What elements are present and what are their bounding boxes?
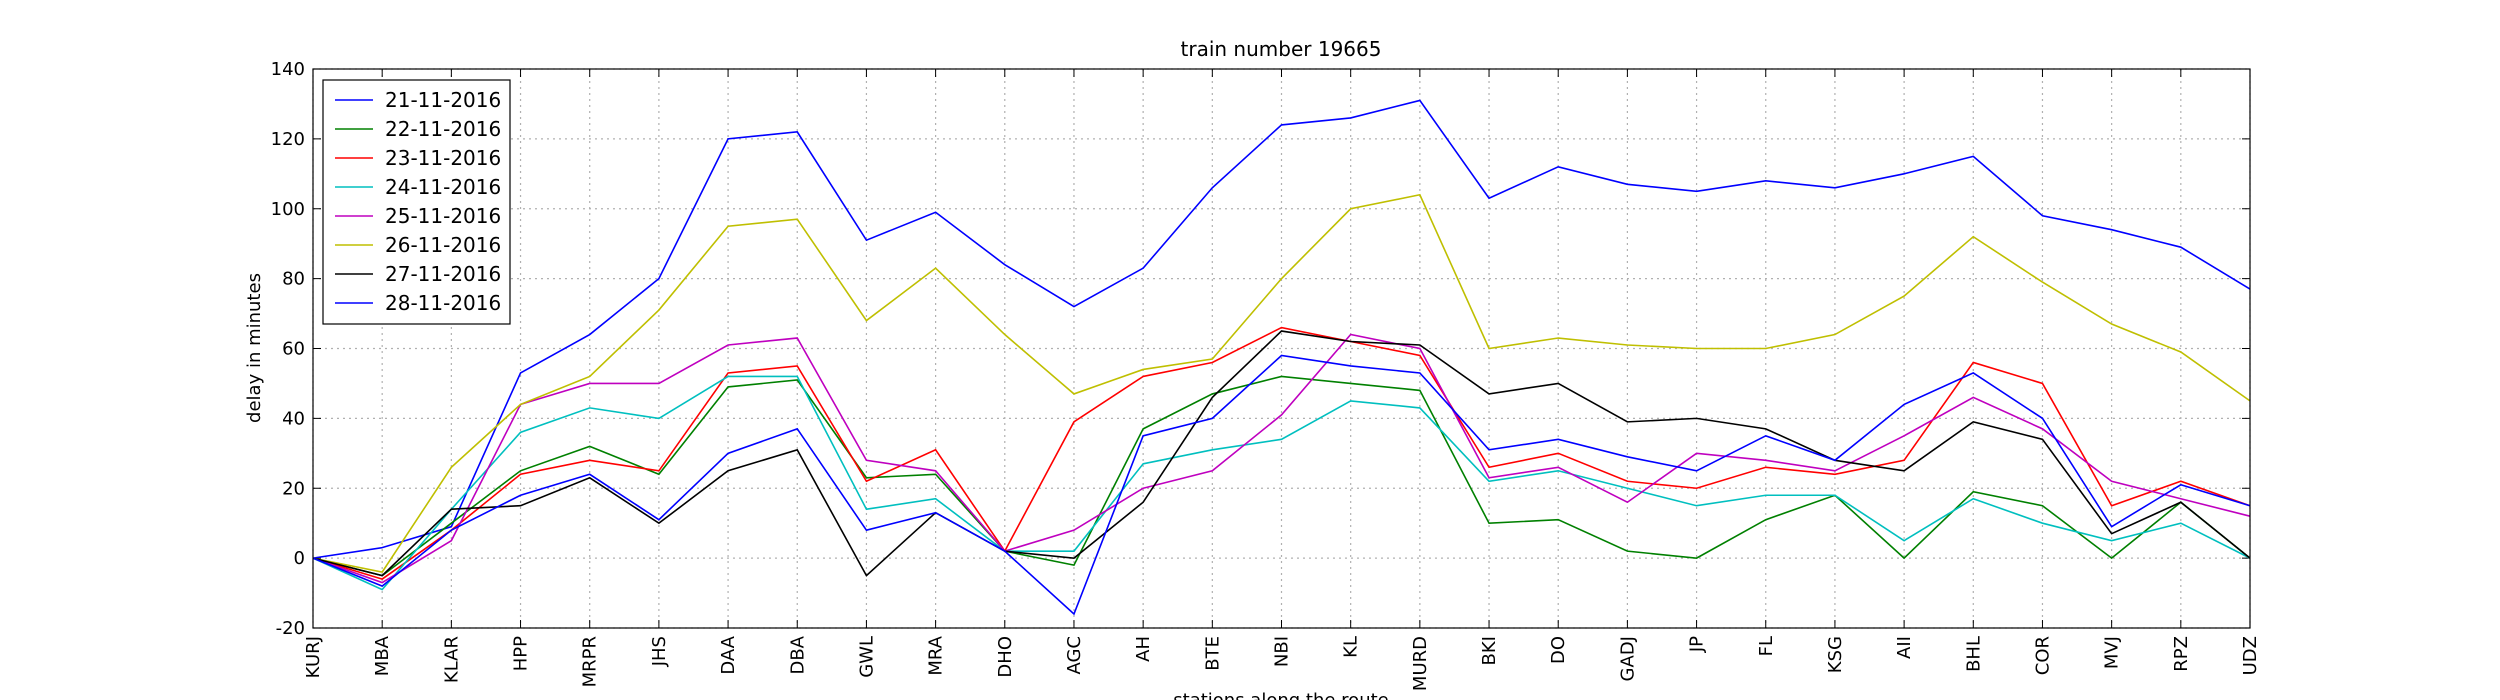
x-tick-label: AH	[1133, 636, 1154, 662]
y-tick-label: 80	[282, 269, 305, 290]
x-tick-label: UDZ	[2240, 636, 2261, 675]
x-tick-label: RPZ	[2171, 636, 2192, 672]
x-tick-label: HPP	[511, 636, 532, 671]
y-tick-label: 120	[271, 129, 305, 150]
x-tick-label: KLAR	[441, 636, 462, 683]
x-tick-label: MRPR	[580, 636, 601, 687]
x-tick-label: MRA	[926, 635, 947, 675]
series-line	[312, 99, 2251, 559]
x-tick-label: GWL	[856, 636, 877, 678]
legend-label: 26-11-2016	[385, 233, 501, 257]
legend-label: 25-11-2016	[385, 204, 501, 228]
x-tick-label: BKI	[1479, 636, 1500, 665]
x-tick-label: DO	[1548, 636, 1569, 664]
x-tick-label: DHO	[995, 636, 1016, 678]
x-tick-label: AII	[1894, 636, 1915, 659]
y-tick-label: -20	[276, 618, 305, 639]
x-axis-label: stations along the route	[1173, 690, 1388, 700]
series-line	[312, 193, 2251, 573]
y-tick-label: 0	[294, 548, 305, 569]
series-line	[312, 375, 2251, 577]
x-tick-label: BHL	[1963, 636, 1984, 672]
legend-label: 21-11-2016	[385, 88, 501, 112]
y-tick-label: 20	[282, 478, 305, 499]
legend-label: 27-11-2016	[385, 262, 501, 286]
legend-label: 23-11-2016	[385, 146, 501, 170]
x-tick-label: MBA	[372, 635, 393, 676]
series-line	[312, 326, 2251, 580]
x-tick-label: DAA	[718, 635, 739, 674]
x-tick-label: GADJ	[1617, 636, 1638, 681]
plot-frame	[312, 68, 2251, 629]
x-tick-label: JHS	[649, 636, 670, 667]
legend-label: 24-11-2016	[385, 175, 501, 199]
y-tick-label: 100	[271, 199, 305, 220]
x-tick-label: NBI	[1272, 636, 1293, 667]
x-tick-label: COR	[2032, 636, 2053, 675]
x-tick-label: KL	[1341, 636, 1362, 658]
y-tick-label: 140	[271, 59, 305, 80]
x-tick-label: DBA	[787, 635, 808, 674]
x-tick-label: MVJ	[2102, 636, 2123, 669]
series-line	[312, 375, 2251, 591]
legend-label: 22-11-2016	[385, 117, 501, 141]
x-tick-label: MURD	[1410, 636, 1431, 691]
x-tick-label: AGC	[1064, 636, 1085, 675]
x-tick-label: BTE	[1202, 636, 1223, 671]
x-tick-label: FL	[1756, 636, 1777, 656]
series-line	[312, 330, 2251, 577]
y-tick-label: 40	[282, 408, 305, 429]
legend-box	[322, 79, 511, 325]
series-line	[312, 354, 2251, 616]
chart-title: train number 19665	[1181, 37, 1382, 61]
y-axis-label: delay in minutes	[244, 273, 265, 423]
x-tick-label: JP	[1687, 636, 1708, 653]
y-tick-label: 60	[282, 339, 305, 360]
series-line	[312, 333, 2251, 584]
x-tick-label: KURJ	[303, 636, 324, 678]
legend-label: 28-11-2016	[385, 291, 501, 315]
x-tick-label: KSG	[1825, 636, 1846, 673]
